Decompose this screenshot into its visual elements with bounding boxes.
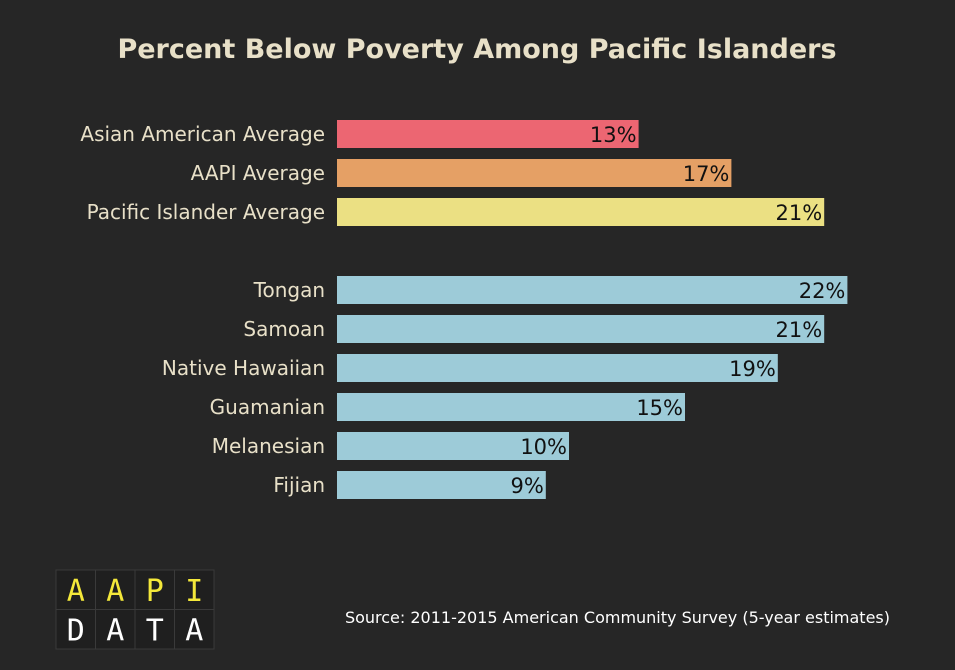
logo-cell bbox=[174, 609, 215, 650]
bar-0 bbox=[337, 120, 639, 148]
logo-letter: A bbox=[106, 613, 124, 648]
bar-2 bbox=[337, 198, 825, 226]
logo-letter: I bbox=[185, 574, 203, 609]
value-label-4: 21% bbox=[776, 318, 823, 342]
bar-4 bbox=[337, 315, 825, 343]
logo-cell bbox=[95, 609, 136, 650]
source-note: Source: 2011-2015 American Community Sur… bbox=[345, 608, 890, 627]
chart-title: Percent Below Poverty Among Pacific Isla… bbox=[117, 34, 836, 65]
aapi-data-logo: A A P ID A T A bbox=[55, 569, 215, 650]
logo-letter: A bbox=[106, 574, 124, 609]
logo-letter: A bbox=[67, 574, 85, 609]
value-label-2: 21% bbox=[776, 201, 823, 225]
logo-letter: P bbox=[146, 574, 164, 609]
value-label-8: 9% bbox=[510, 474, 543, 498]
bar-3 bbox=[337, 276, 848, 304]
value-label-0: 13% bbox=[590, 123, 637, 147]
category-label-2: Pacific Islander Average bbox=[87, 200, 325, 224]
bar-1 bbox=[337, 159, 732, 187]
logo-cell bbox=[134, 609, 175, 650]
bars-group: Asian American Average 13% AAPI Average 17%… bbox=[80, 120, 848, 499]
logo-letter: A bbox=[185, 613, 203, 648]
bar-5 bbox=[337, 354, 778, 382]
category-label-8: Fijian bbox=[273, 473, 325, 497]
value-label-5: 19% bbox=[729, 357, 776, 381]
logo-letter: D bbox=[67, 613, 85, 648]
value-label-7: 10% bbox=[520, 435, 567, 459]
category-label-5: Native Hawaiian bbox=[162, 356, 325, 380]
category-label-6: Guamanian bbox=[210, 395, 325, 419]
category-label-0: Asian American Average bbox=[80, 122, 325, 146]
bar-6 bbox=[337, 393, 685, 421]
category-label-7: Melanesian bbox=[212, 434, 325, 458]
category-label-4: Samoan bbox=[243, 317, 325, 341]
category-label-1: AAPI Average bbox=[191, 161, 325, 185]
bar-7 bbox=[337, 432, 569, 460]
logo-cell bbox=[55, 609, 96, 650]
category-label-3: Tongan bbox=[253, 278, 325, 302]
bar-8 bbox=[337, 471, 546, 499]
value-label-6: 15% bbox=[636, 396, 683, 420]
logo-letter: T bbox=[146, 613, 164, 648]
value-label-1: 17% bbox=[683, 162, 730, 186]
value-label-3: 22% bbox=[799, 279, 846, 303]
